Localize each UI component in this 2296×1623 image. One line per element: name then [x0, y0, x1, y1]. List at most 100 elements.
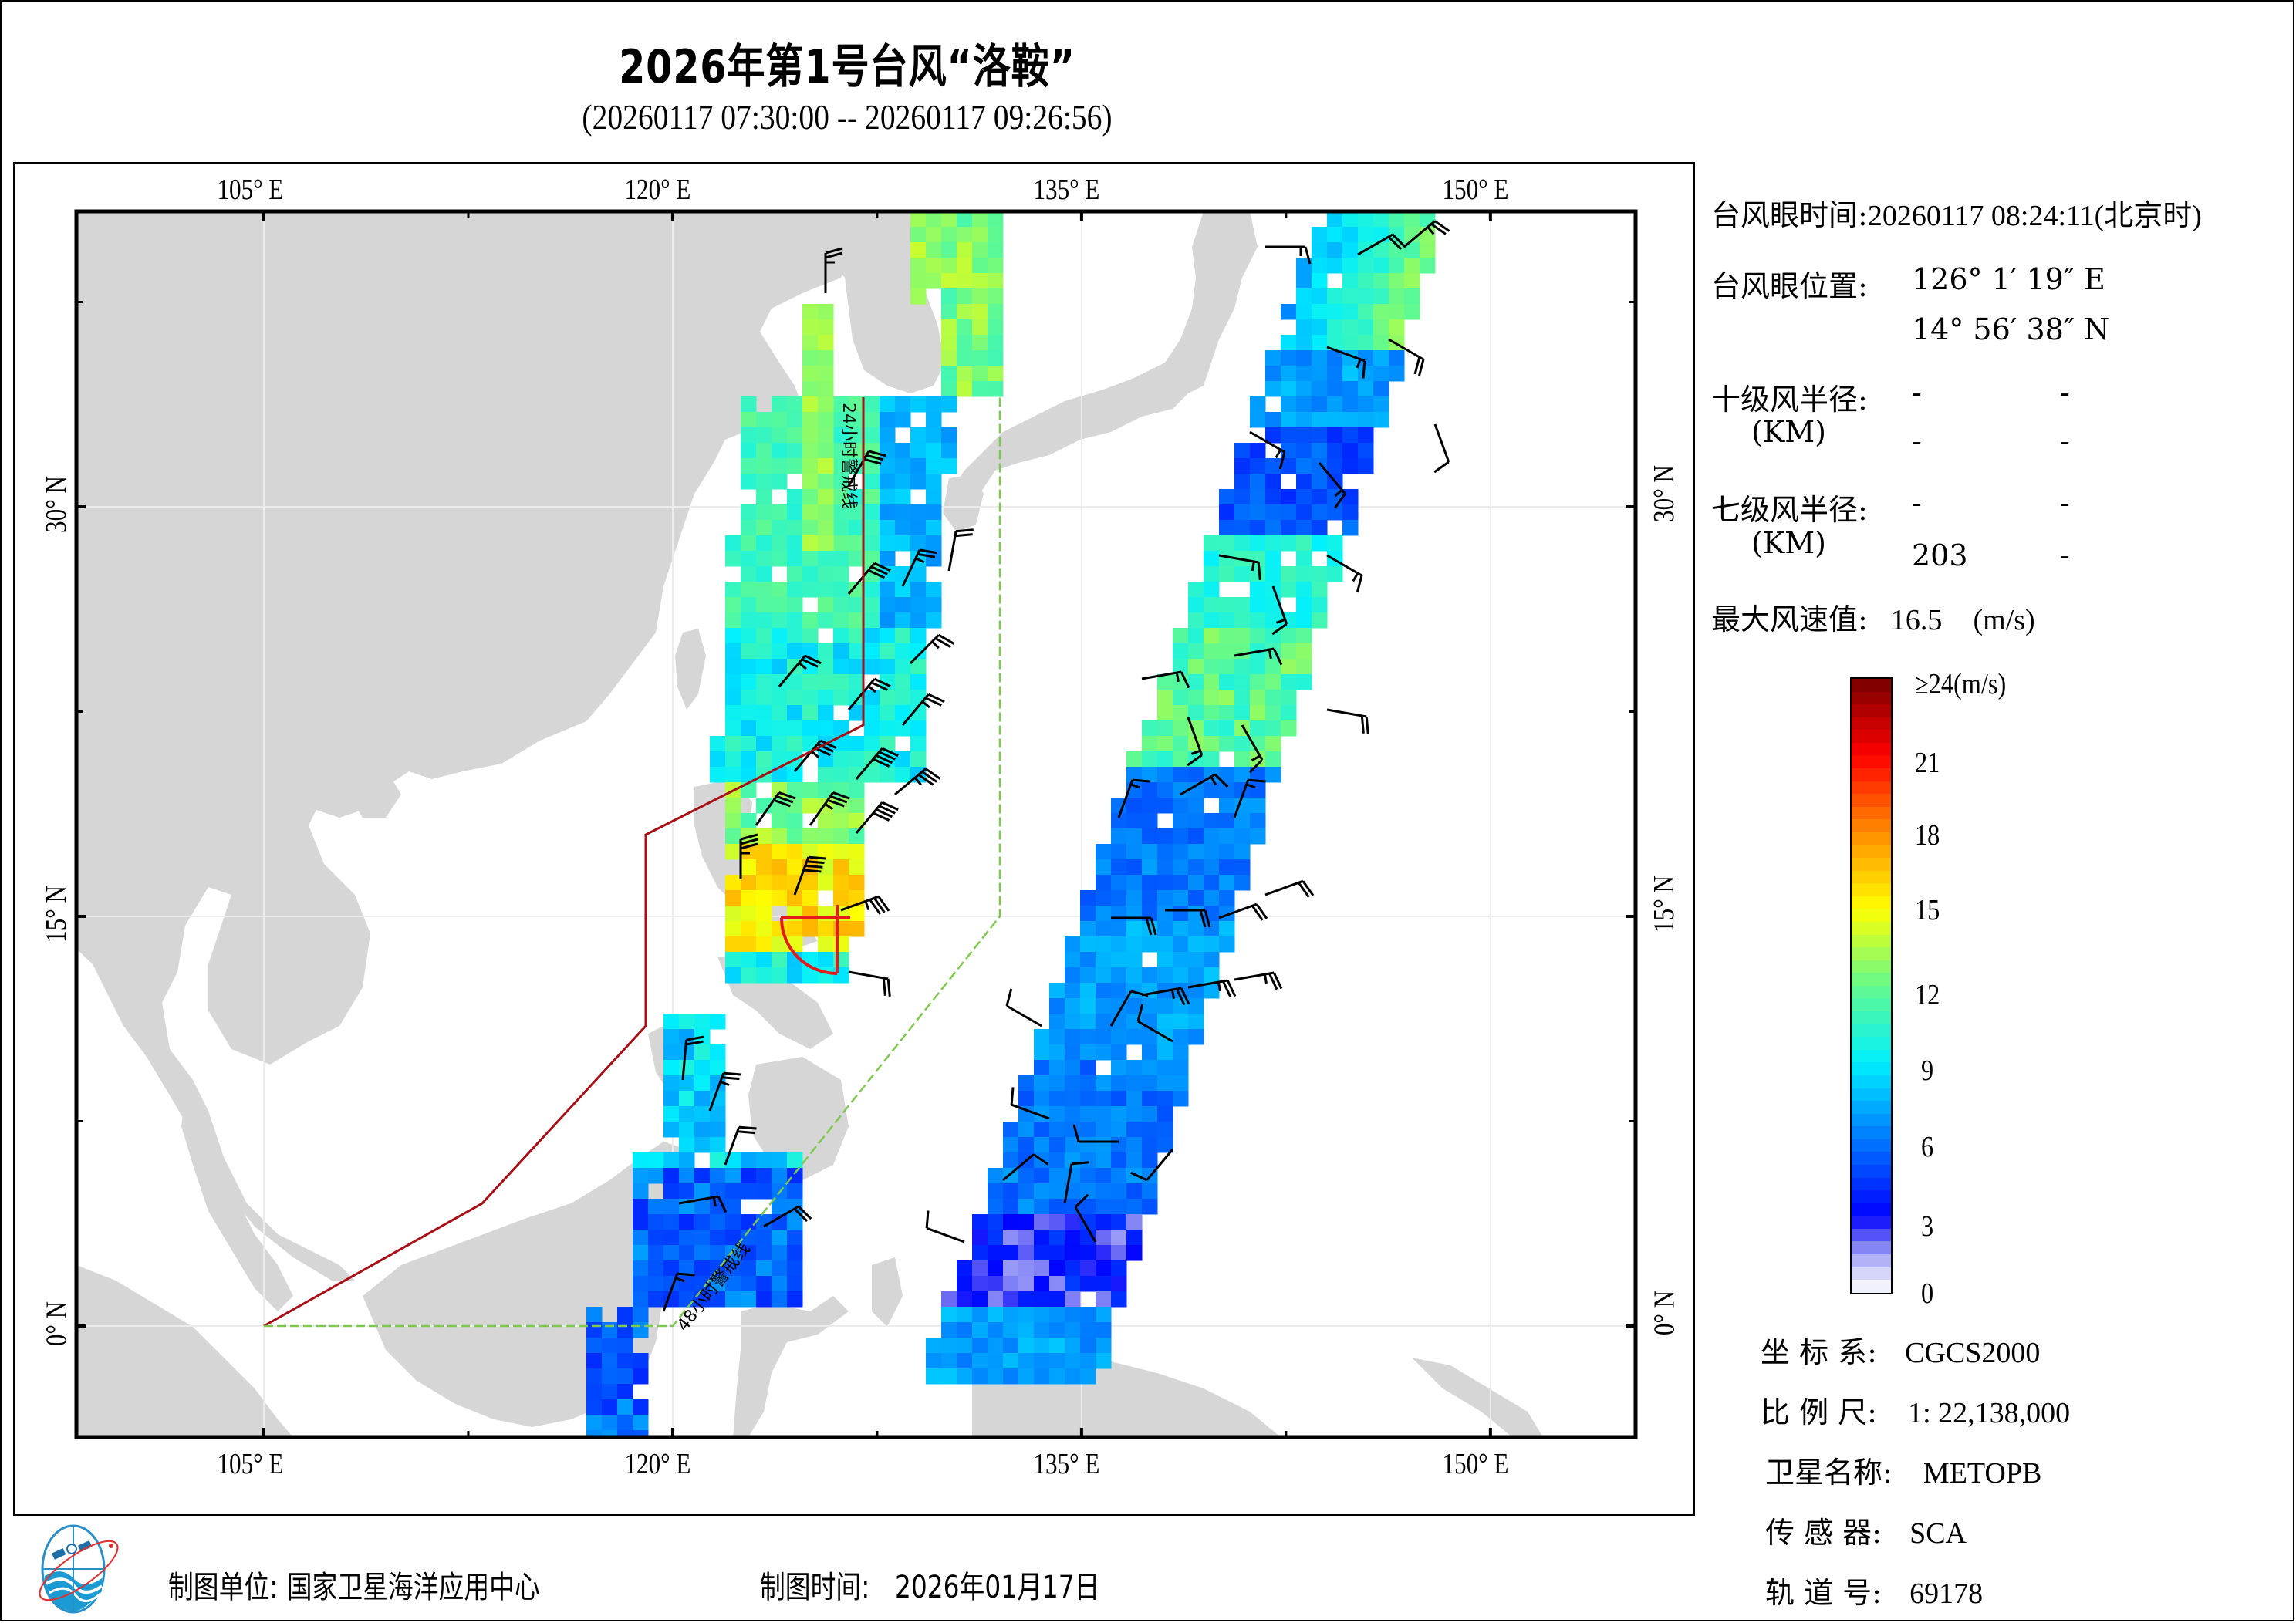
orbit-value: 69178: [1909, 1577, 1984, 1610]
colorbar-segment: [1852, 998, 1891, 1012]
colorbar-segment: [1852, 768, 1891, 781]
land-mindanao: [748, 1057, 849, 1180]
r7-label: 七级风半径:: [1711, 493, 1868, 527]
r10-value-sw: -: [1912, 424, 1922, 458]
colorbar-segment: [1852, 1228, 1891, 1242]
colorbar-segment: [1852, 1177, 1891, 1191]
r10-label: 十级风半径:: [1711, 383, 1868, 417]
colorbar-segment: [1852, 1164, 1891, 1178]
colorbar-segment: [1852, 1062, 1891, 1075]
coord-system-label: 坐 标 系:: [1761, 1335, 1877, 1369]
land-sumatra: [76, 1265, 293, 1437]
colorbar-segment: [1852, 985, 1891, 999]
max-wind-row: 最大风速值: 16.5 (m/s): [1711, 596, 2035, 638]
axis-ticks: [76, 211, 1636, 1437]
r10-value-nw: -: [2060, 424, 2070, 458]
time-range: (20260117 07:30:00 -- 20260117 09:26:56): [582, 97, 1113, 137]
nsoas-logo: [39, 1524, 119, 1614]
colorbar-segment: [1852, 730, 1891, 743]
eye-position-label: 台风眼位置:: [1711, 269, 1868, 303]
colorbar-tick-3: 3: [1921, 1210, 1934, 1243]
colorbar-segment: [1852, 896, 1891, 909]
right-lat-label-30: 30° N: [1648, 465, 1681, 522]
colorbar-segment: [1852, 1152, 1891, 1165]
r7-value-nw: -: [2060, 538, 2070, 572]
land-kyushu: [943, 474, 984, 532]
land-masses: [76, 211, 1543, 1437]
colorbar-segment: [1852, 1190, 1891, 1203]
colorbar-segment: [1852, 806, 1891, 820]
colorbar-segment: [1852, 1216, 1891, 1229]
orbit-label: 轨 道 号:: [1765, 1576, 1882, 1610]
land-bismarck: [1412, 1358, 1543, 1437]
colorbar-segment: [1852, 1113, 1891, 1127]
footer-date-label: 制图时间:: [760, 1570, 870, 1605]
land-sulawesi: [733, 1296, 849, 1437]
land-korea: [787, 211, 945, 393]
colorbar-segment: [1852, 1024, 1891, 1038]
colorbar-segment: [1852, 870, 1891, 884]
colorbar-segment: [1852, 1139, 1891, 1152]
top-lon-label-150: 150° E: [1442, 174, 1509, 206]
colorbar-tick-6: 6: [1921, 1131, 1934, 1163]
r10-unit: (KM): [1751, 415, 1826, 449]
footer-org-label: 制图单位:: [168, 1570, 279, 1605]
left-lat-label-30: 30° N: [40, 476, 73, 533]
colorbar-segment: [1852, 1241, 1891, 1255]
colorbar-segment: [1852, 1254, 1891, 1267]
typhoon-eye-marker[interactable]: [780, 905, 850, 975]
colorbar-segment: [1852, 960, 1891, 973]
colorbar-tick-0: 0: [1921, 1277, 1934, 1310]
colorbar-segment: [1852, 755, 1891, 769]
scale-row: 比 例 尺: 1: 22,138,000: [1761, 1388, 2070, 1431]
colorbar-segment: [1852, 934, 1891, 948]
bottom-lon-label-135: 135° E: [1033, 1448, 1100, 1480]
colorbar-tick-21: 21: [1915, 747, 1940, 779]
map-plot-border: [74, 209, 1638, 1439]
warning-line-24h-label: 24小时警戒线: [839, 403, 858, 509]
colorbar-segment: [1852, 819, 1891, 832]
colorbar-segment: [1852, 1267, 1891, 1281]
right-lat-label-15: 15° N: [1648, 876, 1681, 933]
colorbar-segment: [1852, 691, 1891, 705]
colorbar-segment: [1852, 1126, 1891, 1139]
top-lon-label-135: 135° E: [1033, 174, 1100, 206]
colorbar-segment: [1852, 704, 1891, 717]
coord-system-row: 坐 标 系: CGCS2000: [1761, 1328, 2040, 1371]
land-taiwan: [675, 629, 706, 710]
bottom-lon-label-120: 120° E: [624, 1448, 691, 1480]
r7-value-sw: 203: [1912, 538, 1968, 572]
colorbar-segment: [1852, 781, 1891, 795]
land-hainan: [351, 775, 401, 818]
bottom-lon-label-150: 150° E: [1442, 1448, 1509, 1480]
right-lat-label-0: 0° N: [1648, 1290, 1681, 1336]
scale-label: 比 例 尺:: [1761, 1395, 1877, 1429]
colorbar-segment: [1852, 1011, 1891, 1024]
page-title: 2026年第1号台风“洛鞍”: [619, 40, 1075, 94]
colorbar-segment: [1852, 883, 1891, 896]
colorbar-segment: [1852, 921, 1891, 935]
max-wind-unit: (m/s): [1973, 604, 2035, 636]
land-halmahera: [872, 1257, 903, 1327]
warning-line-24h: [263, 397, 865, 1328]
colorbar-tick-15: 15: [1915, 894, 1940, 926]
land-malay: [181, 1095, 293, 1311]
colorbar-segment: [1852, 1037, 1891, 1050]
footer-date: 制图时间: 2026年01月17日: [760, 1562, 1099, 1607]
scale-value: 1: 22,138,000: [1908, 1397, 2071, 1429]
footer-date-value: 2026年01月17日: [895, 1570, 1100, 1605]
land-japan: [949, 211, 1258, 509]
colorbar-tick-18: 18: [1915, 819, 1940, 852]
satellite-value: METOPB: [1923, 1457, 2042, 1490]
sensor-row: 传 感 器: SCA: [1765, 1509, 1967, 1551]
colorbar-segment: [1852, 1049, 1891, 1063]
colorbar-segment: [1852, 742, 1891, 756]
orbit-row: 轨 道 号: 69178: [1765, 1569, 1983, 1611]
colorbar-segment: [1852, 679, 1891, 692]
footer-org: 制图单位: 国家卫星海洋应用中心: [168, 1562, 540, 1607]
colorbar-segment: [1852, 947, 1891, 960]
eye-time-value: 20260117 08:24:11(北京时): [1867, 200, 2202, 232]
colorbar-segment: [1852, 1088, 1891, 1102]
